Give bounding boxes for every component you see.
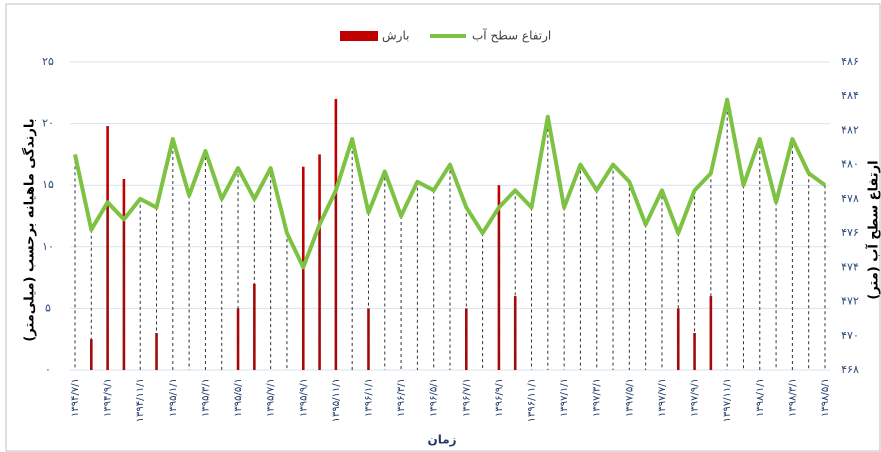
x-tick-label: ۱۳۹۸/۵/۱ (820, 378, 831, 417)
x-tick-label: ۱۳۹۷/۷/۱ (657, 378, 668, 417)
bar (497, 185, 501, 370)
x-tick-label: ۱۳۹۵/۷/۱ (266, 378, 277, 417)
legend-label: ارتفاع سطح آب (472, 28, 551, 44)
y-tick-label: ۲۵ (42, 55, 54, 68)
x-tick-label: ۱۳۹۶/۳/۱ (396, 378, 407, 417)
y2-tick-label: ۴۸۴ (841, 89, 859, 102)
y2-axis-title: ارتفاع سطح آب (متر) (865, 160, 881, 299)
x-axis-title: زمان (427, 433, 456, 447)
bar (676, 308, 680, 370)
x-tick-label: ۱۳۹۵/۵/۱ (233, 378, 244, 417)
x-tick-label: ۱۳۹۷/۹/۱ (690, 378, 701, 417)
legend-label: بارش (382, 29, 409, 44)
x-tick-label: ۱۳۹۵/۹/۱ (298, 378, 309, 417)
y-tick-label: ۱۰ (42, 240, 54, 253)
x-tick-label: ۱۳۹۴/۱۱/۱ (135, 378, 146, 422)
y-tick-label: ۰ (45, 363, 51, 376)
bar (465, 308, 468, 370)
y2-tick-label: ۴۷۸ (841, 192, 859, 205)
x-tick-label: ۱۳۹۷/۱/۱ (559, 378, 570, 417)
chart-frame (5, 3, 881, 452)
bar (90, 339, 93, 370)
y2-tick-label: ۴۸۲ (841, 123, 859, 136)
y2-tick-label: ۴۸۶ (841, 55, 859, 68)
x-tick-label: ۱۳۹۸/۱/۱ (755, 378, 766, 417)
bar (106, 126, 109, 371)
y-tick-label: ۱۵ (42, 178, 54, 191)
x-tick-label: ۱۳۹۶/۵/۱ (429, 378, 440, 417)
line (73, 97, 827, 270)
x-tick-label: ۱۳۹۷/۵/۱ (624, 378, 635, 417)
x-tick-label: ۱۳۹۶/۱۱/۱ (527, 378, 538, 422)
x-tick-label: ۱۳۹۵/۱۱/۱ (331, 378, 342, 422)
y-tick-label: ۲۰ (42, 117, 54, 130)
x-tick-label: ۱۳۹۷/۳/۱ (592, 378, 603, 417)
bar (693, 333, 696, 370)
legend-swatch (340, 31, 378, 41)
x-tick-label: ۱۳۹۵/۳/۱ (200, 378, 211, 417)
x-tick-label: ۱۳۹۴/۷/۱ (70, 378, 81, 417)
y-axis-title: بارندگی ماهیانه برحسب (میلی‌متر) (22, 118, 38, 341)
bar (709, 296, 713, 370)
x-tick-label: ۱۳۹۶/۹/۱ (494, 378, 505, 417)
y2-tick-label: ۴۸۰ (841, 158, 859, 171)
y2-tick-label: ۴۷۲ (841, 295, 859, 308)
x-tick-label: ۱۳۹۶/۷/۱ (461, 378, 472, 417)
y2-tick-label: ۴۷۴ (841, 260, 859, 273)
y2-tick-label: ۴۷۰ (841, 329, 859, 342)
y-tick-label: ۵ (45, 301, 51, 314)
x-tick-label: ۱۳۹۷/۱۱/۱ (722, 378, 733, 422)
y2-tick-label: ۴۷۶ (841, 226, 859, 239)
bar (513, 296, 517, 370)
x-tick-label: ۱۳۹۸/۳/۱ (787, 378, 798, 417)
x-tick-label: ۱۳۹۵/۱/۱ (168, 378, 179, 417)
y2-tick-label: ۴۶۸ (841, 363, 859, 376)
x-tick-label: ۱۳۹۶/۱/۱ (363, 378, 374, 417)
bar (236, 308, 240, 370)
x-tick-label: ۱۳۹۴/۹/۱ (103, 378, 114, 417)
